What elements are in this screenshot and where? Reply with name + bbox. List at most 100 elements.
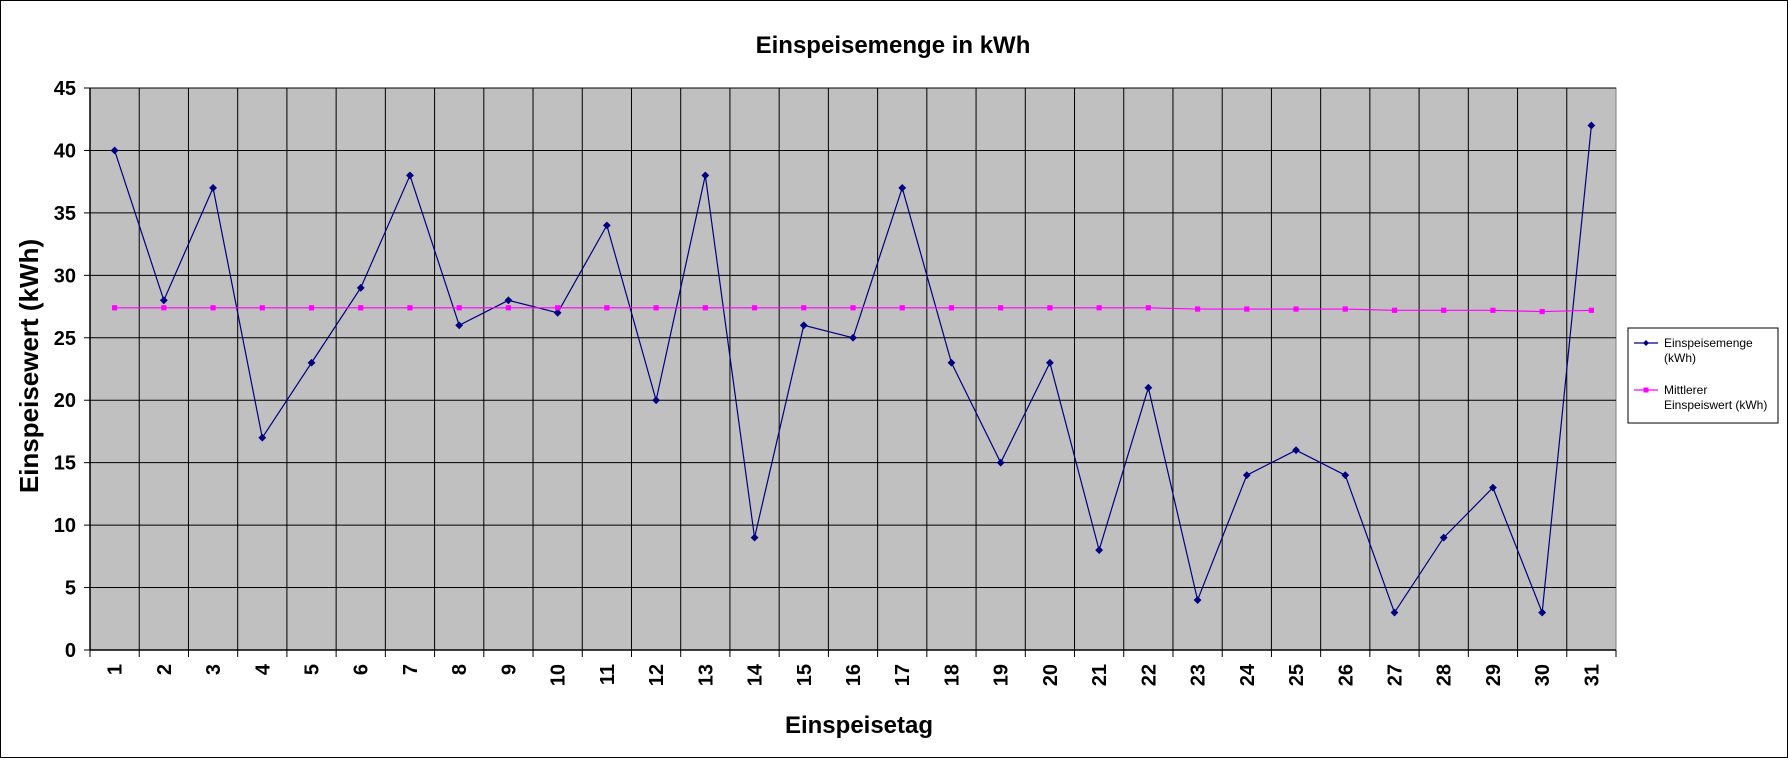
data-point bbox=[996, 458, 1005, 467]
legend-label: Einspeisemenge bbox=[1664, 336, 1753, 350]
x-tick-label: 19 bbox=[991, 664, 1013, 686]
data-point bbox=[456, 305, 462, 311]
data-point bbox=[1096, 305, 1102, 311]
legend-label: Mittlerer bbox=[1664, 383, 1707, 397]
x-tick-label: 26 bbox=[1335, 664, 1357, 686]
series-1 bbox=[110, 121, 1596, 617]
data-point bbox=[308, 305, 315, 311]
data-point bbox=[407, 305, 413, 311]
data-point bbox=[701, 171, 710, 180]
data-point bbox=[1145, 305, 1151, 311]
x-tick-label: 8 bbox=[449, 664, 471, 675]
data-point bbox=[455, 321, 464, 330]
data-point bbox=[1342, 306, 1348, 312]
x-tick-label: 15 bbox=[794, 664, 816, 686]
data-point bbox=[555, 305, 561, 311]
data-point bbox=[1144, 383, 1153, 392]
data-point bbox=[1293, 306, 1299, 312]
series-layer bbox=[110, 121, 1596, 617]
data-point bbox=[1045, 358, 1054, 367]
data-point bbox=[653, 305, 659, 311]
x-tick-label: 10 bbox=[548, 664, 570, 686]
data-point bbox=[505, 305, 512, 311]
x-tick-label: 2 bbox=[154, 664, 176, 675]
x-tick-label: 18 bbox=[941, 664, 963, 686]
data-point bbox=[504, 296, 513, 305]
chart-title: Einspeisemenge in kWh bbox=[756, 32, 1031, 59]
data-point bbox=[850, 305, 856, 311]
data-point bbox=[1047, 305, 1053, 311]
data-point bbox=[1242, 471, 1251, 480]
x-tick-label: 22 bbox=[1138, 664, 1160, 686]
x-tick-label: 5 bbox=[302, 664, 324, 675]
x-tick-label: 25 bbox=[1286, 664, 1308, 686]
x-tick-label: 14 bbox=[745, 663, 767, 686]
y-tick-label: 35 bbox=[54, 203, 76, 225]
data-point bbox=[1490, 307, 1496, 313]
y-tick-label: 5 bbox=[65, 578, 76, 600]
data-point bbox=[1538, 608, 1547, 617]
data-point bbox=[799, 321, 808, 330]
y-tick-label: 25 bbox=[54, 328, 76, 350]
legend: Einspeisemenge(kWh) MittlererEinspeiswert… bbox=[1627, 327, 1779, 424]
x-tick-label: 16 bbox=[843, 664, 865, 686]
data-point bbox=[1095, 546, 1104, 554]
y-axis-title: Einspeisewert (kWh) bbox=[14, 239, 44, 493]
y-tick-label: 45 bbox=[54, 78, 76, 100]
x-tick-label: 17 bbox=[892, 664, 914, 686]
x-tick-label: 31 bbox=[1581, 664, 1603, 686]
x-tick-label: 11 bbox=[597, 664, 619, 685]
legend-box bbox=[1627, 327, 1779, 424]
data-point bbox=[258, 433, 267, 442]
x-tick-label: 29 bbox=[1483, 664, 1505, 686]
data-point bbox=[1588, 307, 1594, 313]
legend-label: Einspeiswert (kWh) bbox=[1664, 398, 1767, 412]
data-point bbox=[259, 305, 265, 311]
x-axis-title: Einspeisetag bbox=[785, 712, 933, 739]
data-point bbox=[1341, 471, 1350, 480]
data-point bbox=[1193, 596, 1202, 604]
y-tick-label: 0 bbox=[65, 640, 76, 662]
x-tick-label: 13 bbox=[695, 664, 717, 686]
data-point bbox=[602, 221, 611, 230]
data-point bbox=[652, 396, 661, 405]
data-point bbox=[358, 305, 364, 311]
data-point bbox=[1439, 533, 1448, 542]
x-tick-label: 4 bbox=[252, 663, 274, 675]
data-point bbox=[1391, 307, 1398, 313]
y-tick-label: 15 bbox=[54, 453, 76, 475]
data-point bbox=[702, 305, 708, 311]
y-tick-label: 20 bbox=[54, 390, 76, 412]
data-point bbox=[110, 146, 119, 155]
gridlines bbox=[90, 87, 1616, 650]
data-point bbox=[1390, 608, 1399, 617]
x-tick-label: 6 bbox=[351, 664, 373, 675]
data-point bbox=[1441, 307, 1447, 313]
x-tick-label: 12 bbox=[646, 664, 668, 686]
y-tick-label: 40 bbox=[54, 140, 76, 162]
y-tick-label: 30 bbox=[54, 265, 76, 287]
data-point bbox=[1244, 306, 1250, 312]
data-point bbox=[307, 358, 316, 367]
data-point bbox=[604, 305, 610, 311]
y-tick-label: 10 bbox=[54, 515, 76, 537]
data-point bbox=[159, 296, 168, 305]
series-2 bbox=[112, 305, 1594, 315]
data-point bbox=[1489, 483, 1497, 492]
legend-marker bbox=[1643, 387, 1649, 393]
data-point bbox=[210, 305, 216, 311]
data-point bbox=[849, 333, 857, 342]
data-point bbox=[948, 305, 955, 311]
data-point bbox=[112, 305, 118, 311]
data-point bbox=[1539, 308, 1545, 315]
data-point bbox=[899, 305, 905, 311]
data-point bbox=[998, 305, 1004, 311]
legend-label: (kWh) bbox=[1664, 351, 1696, 365]
x-tick-label: 28 bbox=[1434, 664, 1456, 686]
data-point bbox=[356, 283, 365, 292]
plot-area bbox=[89, 87, 1617, 651]
data-point bbox=[209, 184, 217, 192]
data-point bbox=[947, 358, 956, 367]
